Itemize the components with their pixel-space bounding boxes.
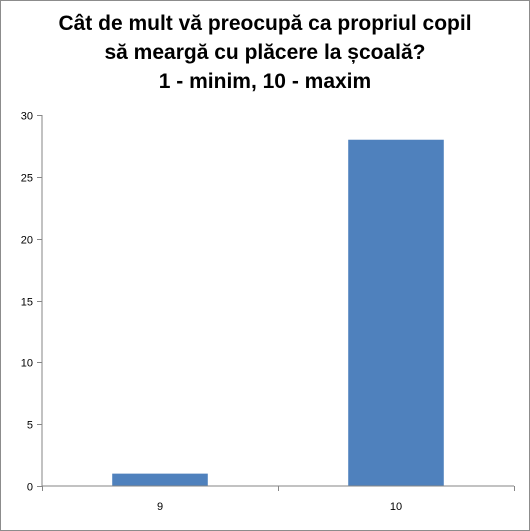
y-tick-label: 30 xyxy=(21,111,33,123)
bars xyxy=(112,139,444,486)
x-tick-label: 10 xyxy=(390,501,402,513)
y-tick-label: 20 xyxy=(21,235,33,247)
bar-9 xyxy=(112,473,208,486)
chart-title-line-1: Cât de mult vă preocupă ca propriul copi… xyxy=(58,12,472,35)
bar-10 xyxy=(348,139,444,486)
chart-title-line-2: să meargă cu plăcere la școală? xyxy=(104,41,426,64)
x-axis-ticks: 9 10 xyxy=(42,486,515,513)
y-tick-label: 15 xyxy=(21,297,33,309)
y-tick-label: 0 xyxy=(27,482,33,494)
x-tick-label: 9 xyxy=(157,501,163,513)
y-axis-ticks: 0 5 10 15 20 25 30 xyxy=(21,111,42,494)
y-tick-label: 25 xyxy=(21,173,33,185)
y-tick-label: 5 xyxy=(27,420,33,432)
y-tick-label: 10 xyxy=(21,358,33,370)
chart-title: Cât de mult vă preocupă ca propriul copi… xyxy=(0,9,530,96)
chart-title-line-3: 1 - minim, 10 - maxim xyxy=(158,70,372,93)
